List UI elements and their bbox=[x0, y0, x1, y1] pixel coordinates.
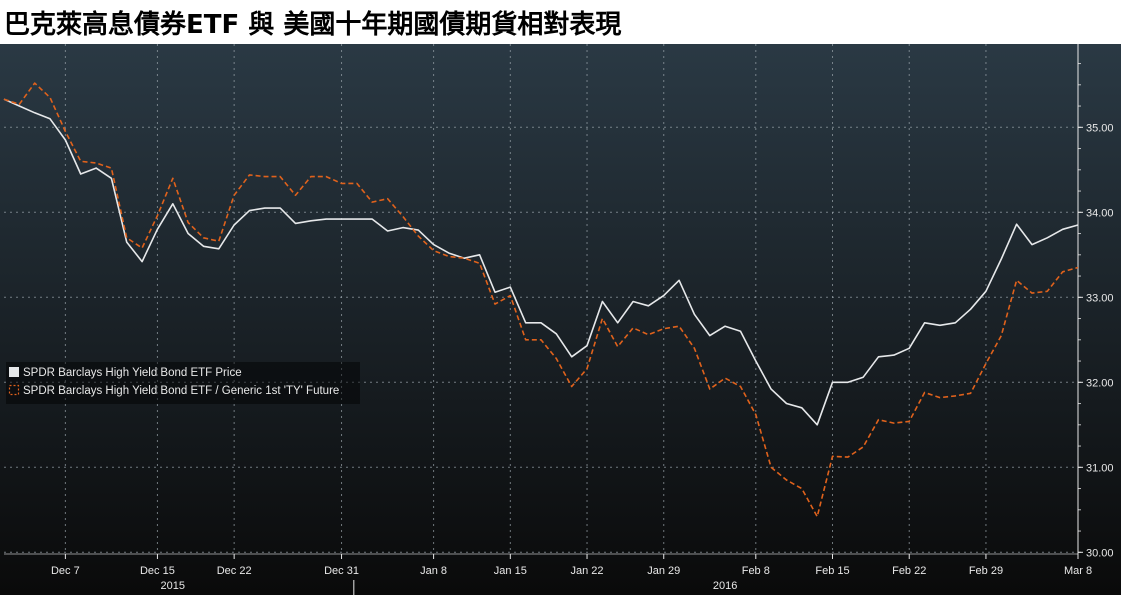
line-chart: 30.00 31.00 32.00 33.00 34.00 35.00 Dec 7 Dec 1… bbox=[0, 44, 1121, 595]
legend-swatch-etf-price bbox=[9, 367, 19, 377]
legend: SPDR Barclays High Yield Bond ETF Price S… bbox=[6, 362, 360, 404]
legend-swatch-relative bbox=[8, 384, 20, 396]
x-tick-label: Feb 22 bbox=[892, 565, 926, 577]
axes: 30.00 31.00 32.00 33.00 34.00 35.00 Dec 7 Dec 1… bbox=[4, 44, 1114, 595]
x-tick-label: Jan 8 bbox=[420, 565, 447, 577]
y-tick-label: 30.00 bbox=[1086, 547, 1114, 559]
y-tick-label: 32.00 bbox=[1086, 377, 1114, 389]
series-line-etf-price bbox=[3, 98, 1079, 426]
x-tick-label: Feb 8 bbox=[742, 565, 770, 577]
x-tick-label: Dec 7 bbox=[51, 565, 80, 577]
x-tick-label: Dec 22 bbox=[217, 565, 252, 577]
series-line-relative bbox=[3, 82, 1079, 518]
y-tick-label: 33.00 bbox=[1086, 292, 1114, 304]
y-tick-label: 35.00 bbox=[1086, 122, 1114, 134]
x-tick-label: Feb 15 bbox=[815, 565, 849, 577]
legend-box bbox=[6, 362, 360, 404]
title-bar: 巴克萊高息債券ETF 與 美國十年期國債期貨相對表現 bbox=[0, 0, 1121, 44]
y-tick-label: 31.00 bbox=[1086, 462, 1114, 474]
year-label: 2016 bbox=[713, 580, 737, 592]
x-tick-label: Dec 15 bbox=[140, 565, 175, 577]
y-tick-label: 34.00 bbox=[1086, 207, 1114, 219]
chart-area: 30.00 31.00 32.00 33.00 34.00 35.00 Dec 7 Dec 1… bbox=[0, 44, 1121, 595]
legend-label-etf-price: SPDR Barclays High Yield Bond ETF Price bbox=[23, 367, 242, 379]
x-tick-label: Feb 29 bbox=[969, 565, 1003, 577]
x-tick-label: Jan 22 bbox=[571, 565, 604, 577]
legend-label-relative: SPDR Barclays High Yield Bond ETF / Gene… bbox=[23, 385, 339, 397]
x-tick-label: Jan 29 bbox=[647, 565, 680, 577]
chart-title: 巴克萊高息債券ETF 與 美國十年期國債期貨相對表現 bbox=[4, 10, 622, 40]
x-tick-label: Mar 8 bbox=[1064, 565, 1092, 577]
plot-background bbox=[0, 44, 1121, 595]
series-lines bbox=[3, 82, 1079, 518]
x-tick-label: Jan 15 bbox=[494, 565, 527, 577]
x-tick-label: Dec 31 bbox=[324, 565, 359, 577]
year-label: 2015 bbox=[161, 580, 185, 592]
